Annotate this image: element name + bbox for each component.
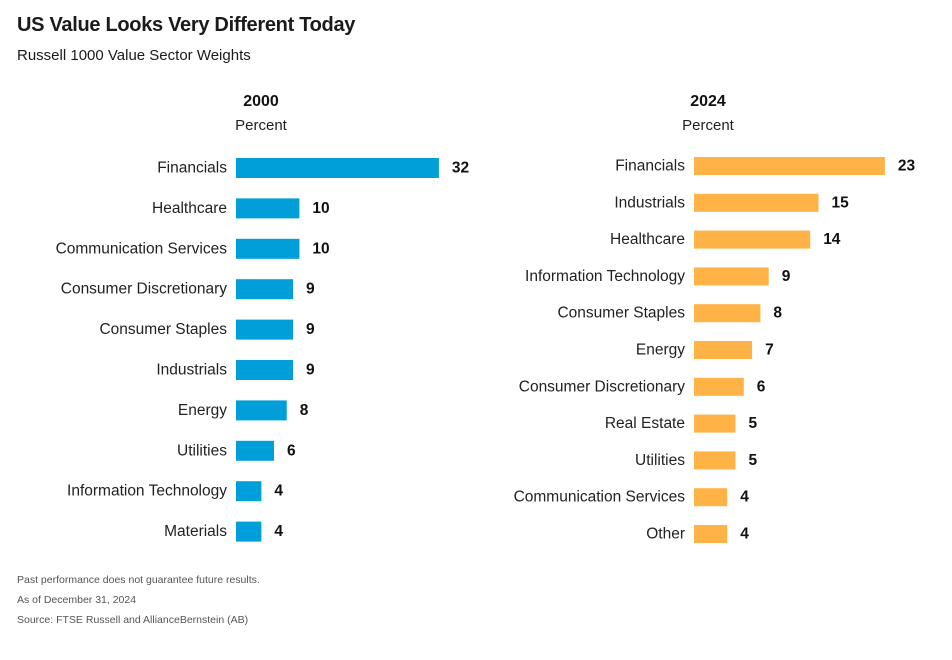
bar	[236, 440, 275, 461]
chart-subtitle: Russell 1000 Value Sector Weights	[17, 47, 251, 64]
chart-title: US Value Looks Very Different Today	[17, 14, 356, 36]
value-label: 6	[287, 442, 296, 459]
bar	[236, 158, 439, 178]
bar	[694, 451, 736, 470]
category-label: Information Technology	[67, 483, 227, 500]
value-label: 7	[765, 342, 774, 359]
footer-source: Source: FTSE Russell and AllianceBernste…	[17, 614, 249, 626]
value-label: 14	[823, 231, 841, 248]
panel-2000-title: 2000	[243, 93, 279, 110]
value-label: 6	[757, 378, 766, 395]
bar	[694, 230, 811, 249]
category-label: Materials	[164, 523, 227, 540]
value-label: 4	[274, 523, 283, 540]
value-label: 9	[306, 362, 315, 379]
bar	[694, 525, 728, 543]
footer-disclaimer: Past performance does not guarantee futu…	[17, 574, 260, 586]
bar	[694, 488, 728, 507]
value-label: 4	[740, 489, 749, 506]
value-label: 4	[274, 483, 283, 500]
category-label: Industrials	[614, 194, 685, 211]
value-label: 4	[740, 526, 749, 543]
category-label: Consumer Discretionary	[519, 378, 685, 395]
bar	[236, 238, 300, 259]
panel-2024: 2024 Percent Financials 23 Industrials 15 Heal…	[514, 93, 916, 543]
category-label: Real Estate	[605, 415, 685, 432]
category-label: Consumer Staples	[99, 321, 227, 338]
value-label: 9	[782, 268, 791, 285]
bar	[236, 521, 262, 542]
value-label: 5	[749, 415, 758, 432]
value-label: 23	[898, 158, 916, 175]
bar	[236, 400, 287, 421]
category-label: Consumer Discretionary	[61, 281, 227, 298]
category-label: Industrials	[156, 362, 227, 379]
panel-2024-unit-label: Percent	[682, 117, 735, 134]
bar	[694, 157, 885, 175]
category-label: Communication Services	[514, 489, 686, 506]
category-label: Other	[646, 526, 685, 543]
bar	[236, 319, 294, 340]
category-label: Financials	[615, 158, 685, 175]
category-label: Financials	[157, 160, 227, 177]
bar	[694, 304, 761, 323]
bar	[236, 360, 294, 380]
category-label: Energy	[178, 402, 227, 419]
value-label: 10	[312, 240, 329, 257]
value-label: 32	[452, 160, 469, 177]
bar	[236, 279, 294, 300]
category-label: Utilities	[177, 442, 227, 459]
panel-2000-unit-label: Percent	[235, 117, 288, 134]
bar	[694, 267, 769, 286]
bar	[694, 414, 736, 433]
category-label: Information Technology	[525, 268, 685, 285]
category-label: Energy	[636, 342, 685, 359]
value-label: 5	[749, 452, 758, 469]
value-label: 8	[300, 402, 309, 419]
bar	[694, 193, 819, 212]
value-label: 9	[306, 321, 315, 338]
value-label: 9	[306, 281, 315, 298]
bar	[236, 481, 262, 502]
bar	[236, 198, 300, 219]
panel-2000: 2000 Percent Financials 32 Healthcare 10 Commu…	[56, 93, 469, 542]
value-label: 10	[312, 200, 329, 217]
category-label: Healthcare	[610, 231, 685, 248]
value-label: 8	[773, 305, 782, 322]
category-label: Utilities	[635, 452, 685, 469]
bar	[694, 341, 753, 359]
category-label: Healthcare	[152, 200, 227, 217]
bar	[694, 377, 744, 396]
category-label: Consumer Staples	[557, 305, 685, 322]
footer-as-of: As of December 31, 2024	[17, 594, 137, 606]
category-label: Communication Services	[56, 240, 228, 257]
panel-2024-title: 2024	[690, 93, 726, 110]
value-label: 15	[832, 194, 850, 211]
